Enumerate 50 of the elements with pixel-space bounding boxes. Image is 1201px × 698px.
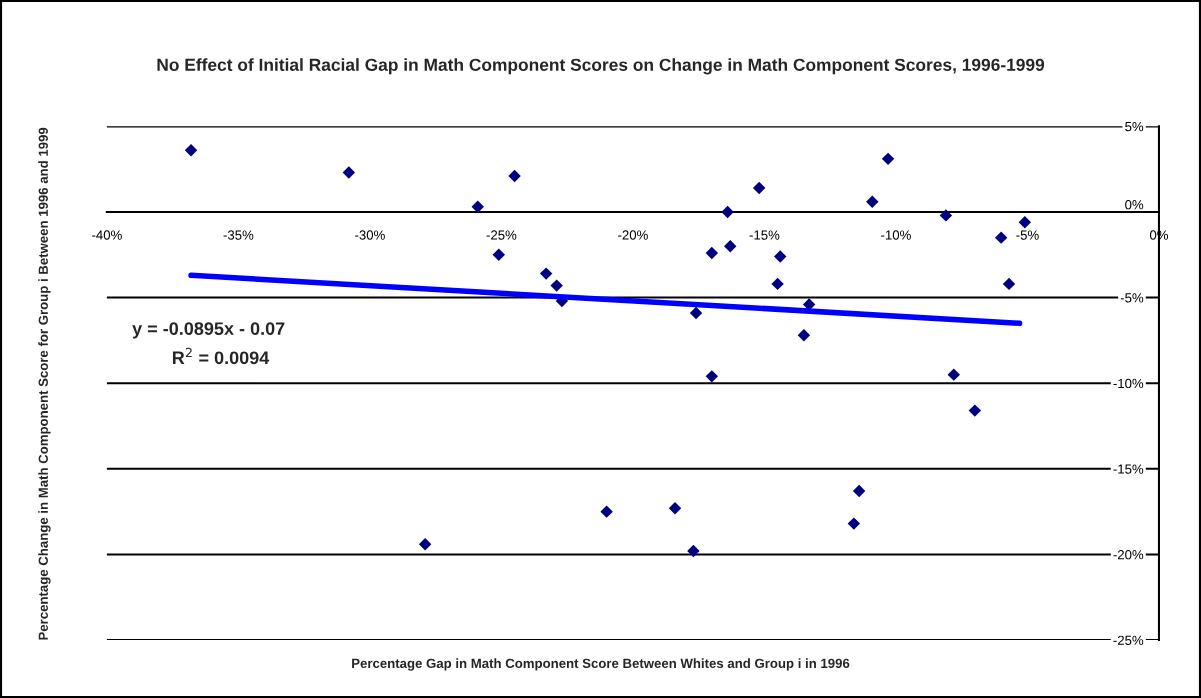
chart-title: No Effect of Initial Racial Gap in Math Component Scores on Change in Math Component Scores, 1996-1999 <box>157 58 1045 75</box>
point <box>705 246 719 260</box>
point <box>550 279 563 292</box>
y-tick-label: -20% <box>1113 550 1144 560</box>
y-tick-label: -5% <box>1120 293 1144 303</box>
point <box>689 306 703 320</box>
point <box>471 200 484 214</box>
point <box>724 240 737 253</box>
y-tick-label: -10% <box>1113 378 1144 389</box>
point <box>342 166 356 179</box>
point <box>668 502 682 515</box>
point <box>797 329 811 342</box>
x-tick-label: -15% <box>749 230 780 240</box>
x-tick-label: -10% <box>881 230 911 240</box>
y-tick-label: -25% <box>1113 635 1144 645</box>
point <box>968 404 982 417</box>
annotation: y = -0.0895x - 0.07 <box>132 322 285 339</box>
x-tick-label: -30% <box>355 230 385 240</box>
point <box>687 544 700 558</box>
point <box>752 181 766 195</box>
point <box>418 537 432 551</box>
point <box>852 484 866 498</box>
point <box>994 231 1008 244</box>
point <box>1002 277 1016 291</box>
x-tick-label: -40% <box>92 230 122 240</box>
point <box>866 195 879 208</box>
x-tick-label: -5% <box>1016 230 1039 240</box>
point <box>847 517 861 530</box>
point <box>939 209 953 222</box>
point <box>508 169 521 183</box>
point <box>492 248 505 261</box>
y-tick-label: -15% <box>1113 464 1144 474</box>
x-tick-label: -35% <box>223 230 254 240</box>
x-axis-title: Percentage Gap in Math Component Score Between Whites and Group i in 1996 <box>352 658 850 671</box>
x-tick-label: -20% <box>618 230 648 240</box>
point <box>774 250 787 263</box>
point <box>771 277 784 291</box>
y-axis-title: Percentage Change in Math Component Score for Group i Between 1996 and 1999 <box>38 127 51 640</box>
point <box>600 505 613 518</box>
point <box>881 152 895 166</box>
point <box>721 205 734 219</box>
x-tick-label: -25% <box>486 230 517 240</box>
point <box>539 267 553 280</box>
point <box>947 368 961 381</box>
point <box>705 370 719 383</box>
y-tick-label: 0% <box>1125 200 1144 210</box>
annotation: R$^{2}$ = 0.0094 <box>172 347 270 365</box>
point <box>1018 216 1032 229</box>
y-tick-label: 5% <box>1125 121 1144 132</box>
point <box>184 144 198 157</box>
